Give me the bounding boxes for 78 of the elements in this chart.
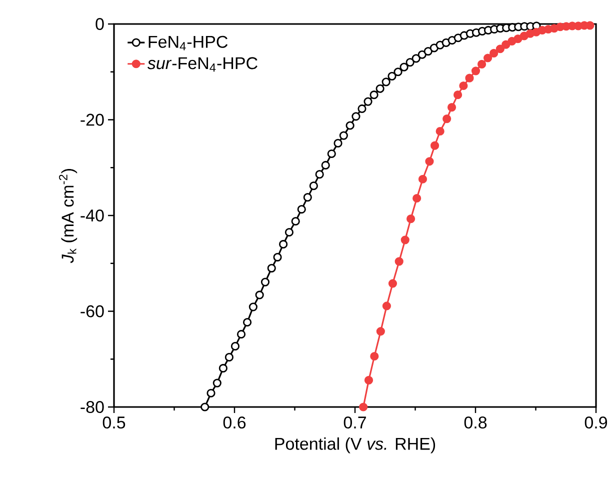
y-tick-label: -20 (80, 114, 104, 126)
point (224, 352, 234, 362)
point (236, 330, 246, 339)
point (291, 216, 300, 226)
point (430, 141, 440, 150)
point (477, 60, 486, 69)
point (382, 78, 390, 86)
point (442, 114, 452, 124)
point (297, 204, 306, 214)
point (267, 264, 276, 272)
point (334, 138, 342, 148)
point (412, 194, 422, 203)
point (471, 66, 480, 76)
point (321, 160, 330, 170)
point (206, 388, 216, 398)
point (303, 193, 312, 202)
point (230, 342, 240, 350)
point (388, 279, 398, 288)
point (248, 302, 258, 312)
point (418, 174, 428, 184)
point (425, 157, 434, 166)
y-tick-label: -40 (80, 209, 104, 222)
point (352, 112, 360, 121)
point (483, 54, 492, 62)
point (255, 290, 264, 300)
point (364, 376, 374, 384)
point (370, 352, 379, 361)
point (284, 228, 294, 237)
y-axis-title: J$_{k}$ (mA cm$^{-2}$) (58, 169, 78, 264)
point (502, 40, 510, 49)
point (447, 103, 456, 112)
point (364, 97, 372, 106)
y-tick-label: -80 (80, 400, 104, 414)
point (359, 402, 368, 412)
point (382, 302, 391, 310)
point (242, 318, 252, 327)
point (212, 378, 222, 388)
point (436, 126, 444, 136)
legend-label: sur-FeN$_{4}$-HPC (147, 57, 258, 72)
point (327, 149, 336, 158)
point (388, 72, 396, 80)
point (260, 278, 270, 286)
point (218, 364, 228, 373)
point (370, 90, 378, 100)
point (418, 50, 426, 59)
point (459, 81, 468, 90)
x-tick-label: 0.8 (464, 416, 487, 429)
y-tick-label: -60 (80, 305, 104, 318)
point (424, 46, 432, 56)
point (412, 54, 420, 63)
point (406, 214, 416, 224)
point (394, 257, 404, 266)
point (200, 402, 210, 412)
point (465, 74, 474, 82)
x-tick-label: 0.7 (344, 416, 366, 429)
point (315, 170, 324, 179)
point (496, 44, 505, 54)
point (453, 90, 462, 100)
point (376, 327, 385, 336)
x-tick-label: 0.5 (102, 416, 126, 429)
point (376, 84, 384, 93)
point (406, 58, 414, 67)
point (339, 131, 348, 140)
legend-label: FeN$_{4}$-HPC (148, 36, 228, 50)
x-tick-label: 0.9 (584, 416, 608, 429)
point (358, 104, 366, 114)
point (273, 252, 282, 262)
point (279, 240, 288, 249)
point (514, 34, 522, 44)
x-tick-label: 0.6 (223, 416, 246, 429)
point (346, 121, 354, 130)
point (400, 236, 410, 244)
point (490, 48, 498, 58)
point (400, 62, 408, 72)
x-axis-title: Potential (V vs. RHE) (275, 437, 436, 454)
point (394, 68, 402, 76)
y-tick-label: 0 (96, 18, 104, 30)
point (309, 182, 318, 190)
